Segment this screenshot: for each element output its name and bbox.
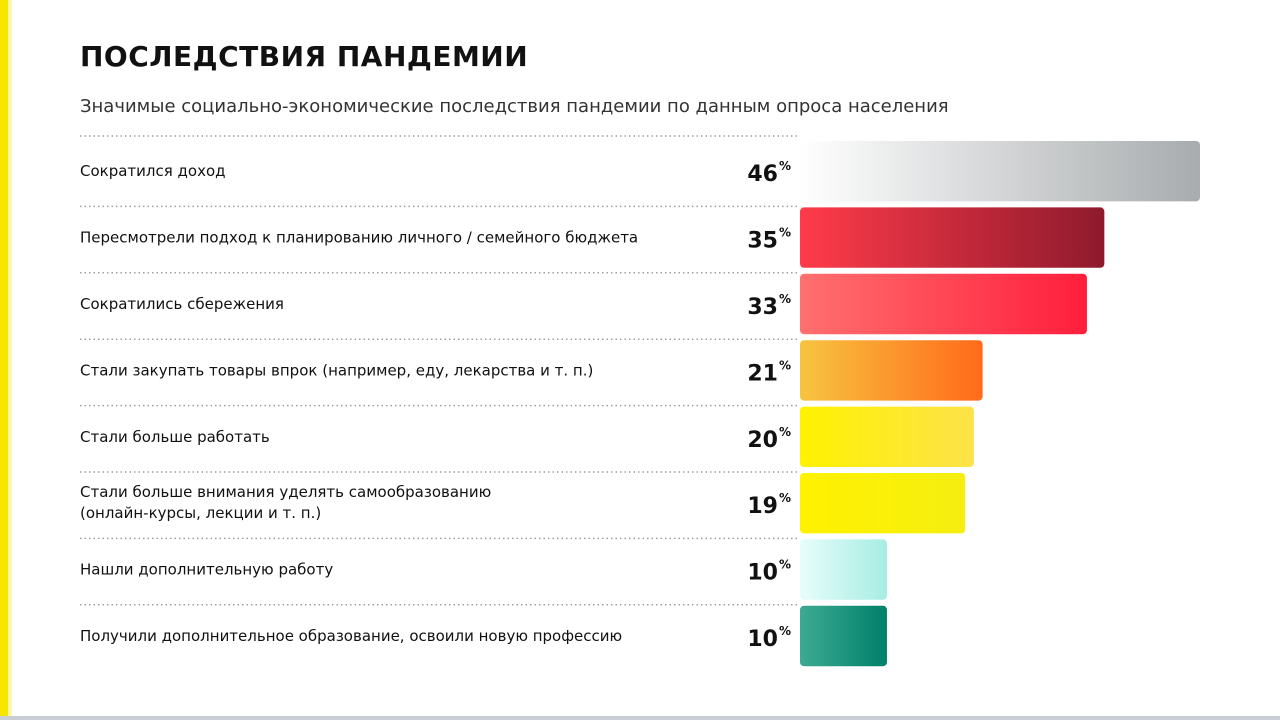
percent-sign: %	[779, 358, 791, 372]
category-label: Нашли дополнительную работу	[80, 561, 333, 579]
chart-subtitle: Значимые социально-экономические последс…	[80, 96, 949, 117]
category-label: Пересмотрели подход к планированию лично…	[80, 229, 638, 247]
bar	[800, 340, 983, 401]
category-label: (онлайн-курсы, лекции и т. п.)	[80, 504, 321, 522]
bottom-divider	[0, 716, 1280, 720]
category-label: Сократился доход	[80, 162, 226, 180]
category-label: Стали больше работать	[80, 428, 270, 446]
percent-sign: %	[779, 558, 791, 572]
bar	[800, 605, 887, 667]
category-label: Стали больше внимания уделять самообразо…	[80, 483, 491, 501]
value-label: 21	[747, 361, 778, 386]
bar	[800, 207, 1105, 268]
value-label: 46	[747, 162, 778, 187]
percent-sign: %	[779, 624, 791, 638]
bar	[800, 141, 1200, 202]
value-label: 19	[747, 494, 778, 519]
bar	[800, 273, 1087, 335]
category-label: Стали закупать товары впрок (например, е…	[80, 361, 593, 379]
accent-bar-highlight	[8, 0, 12, 720]
value-label: 33	[747, 295, 778, 320]
bar	[800, 539, 887, 600]
percent-sign: %	[779, 159, 791, 173]
percent-sign: %	[779, 425, 791, 439]
percent-sign: %	[779, 226, 791, 240]
category-label: Получили дополнительное образование, осв…	[80, 627, 622, 645]
value-label: 10	[747, 627, 778, 652]
value-label: 20	[747, 428, 778, 453]
percent-sign: %	[779, 491, 791, 505]
bar	[800, 406, 974, 467]
percent-sign: %	[779, 292, 791, 306]
chart-title: ПОСЛЕДСТВИЯ ПАНДЕМИИ	[80, 40, 529, 73]
value-label: 10	[747, 561, 778, 586]
value-label: 35	[747, 229, 778, 254]
accent-bar	[0, 0, 8, 720]
bar	[800, 473, 966, 534]
category-label: Сократились сбережения	[80, 295, 284, 313]
